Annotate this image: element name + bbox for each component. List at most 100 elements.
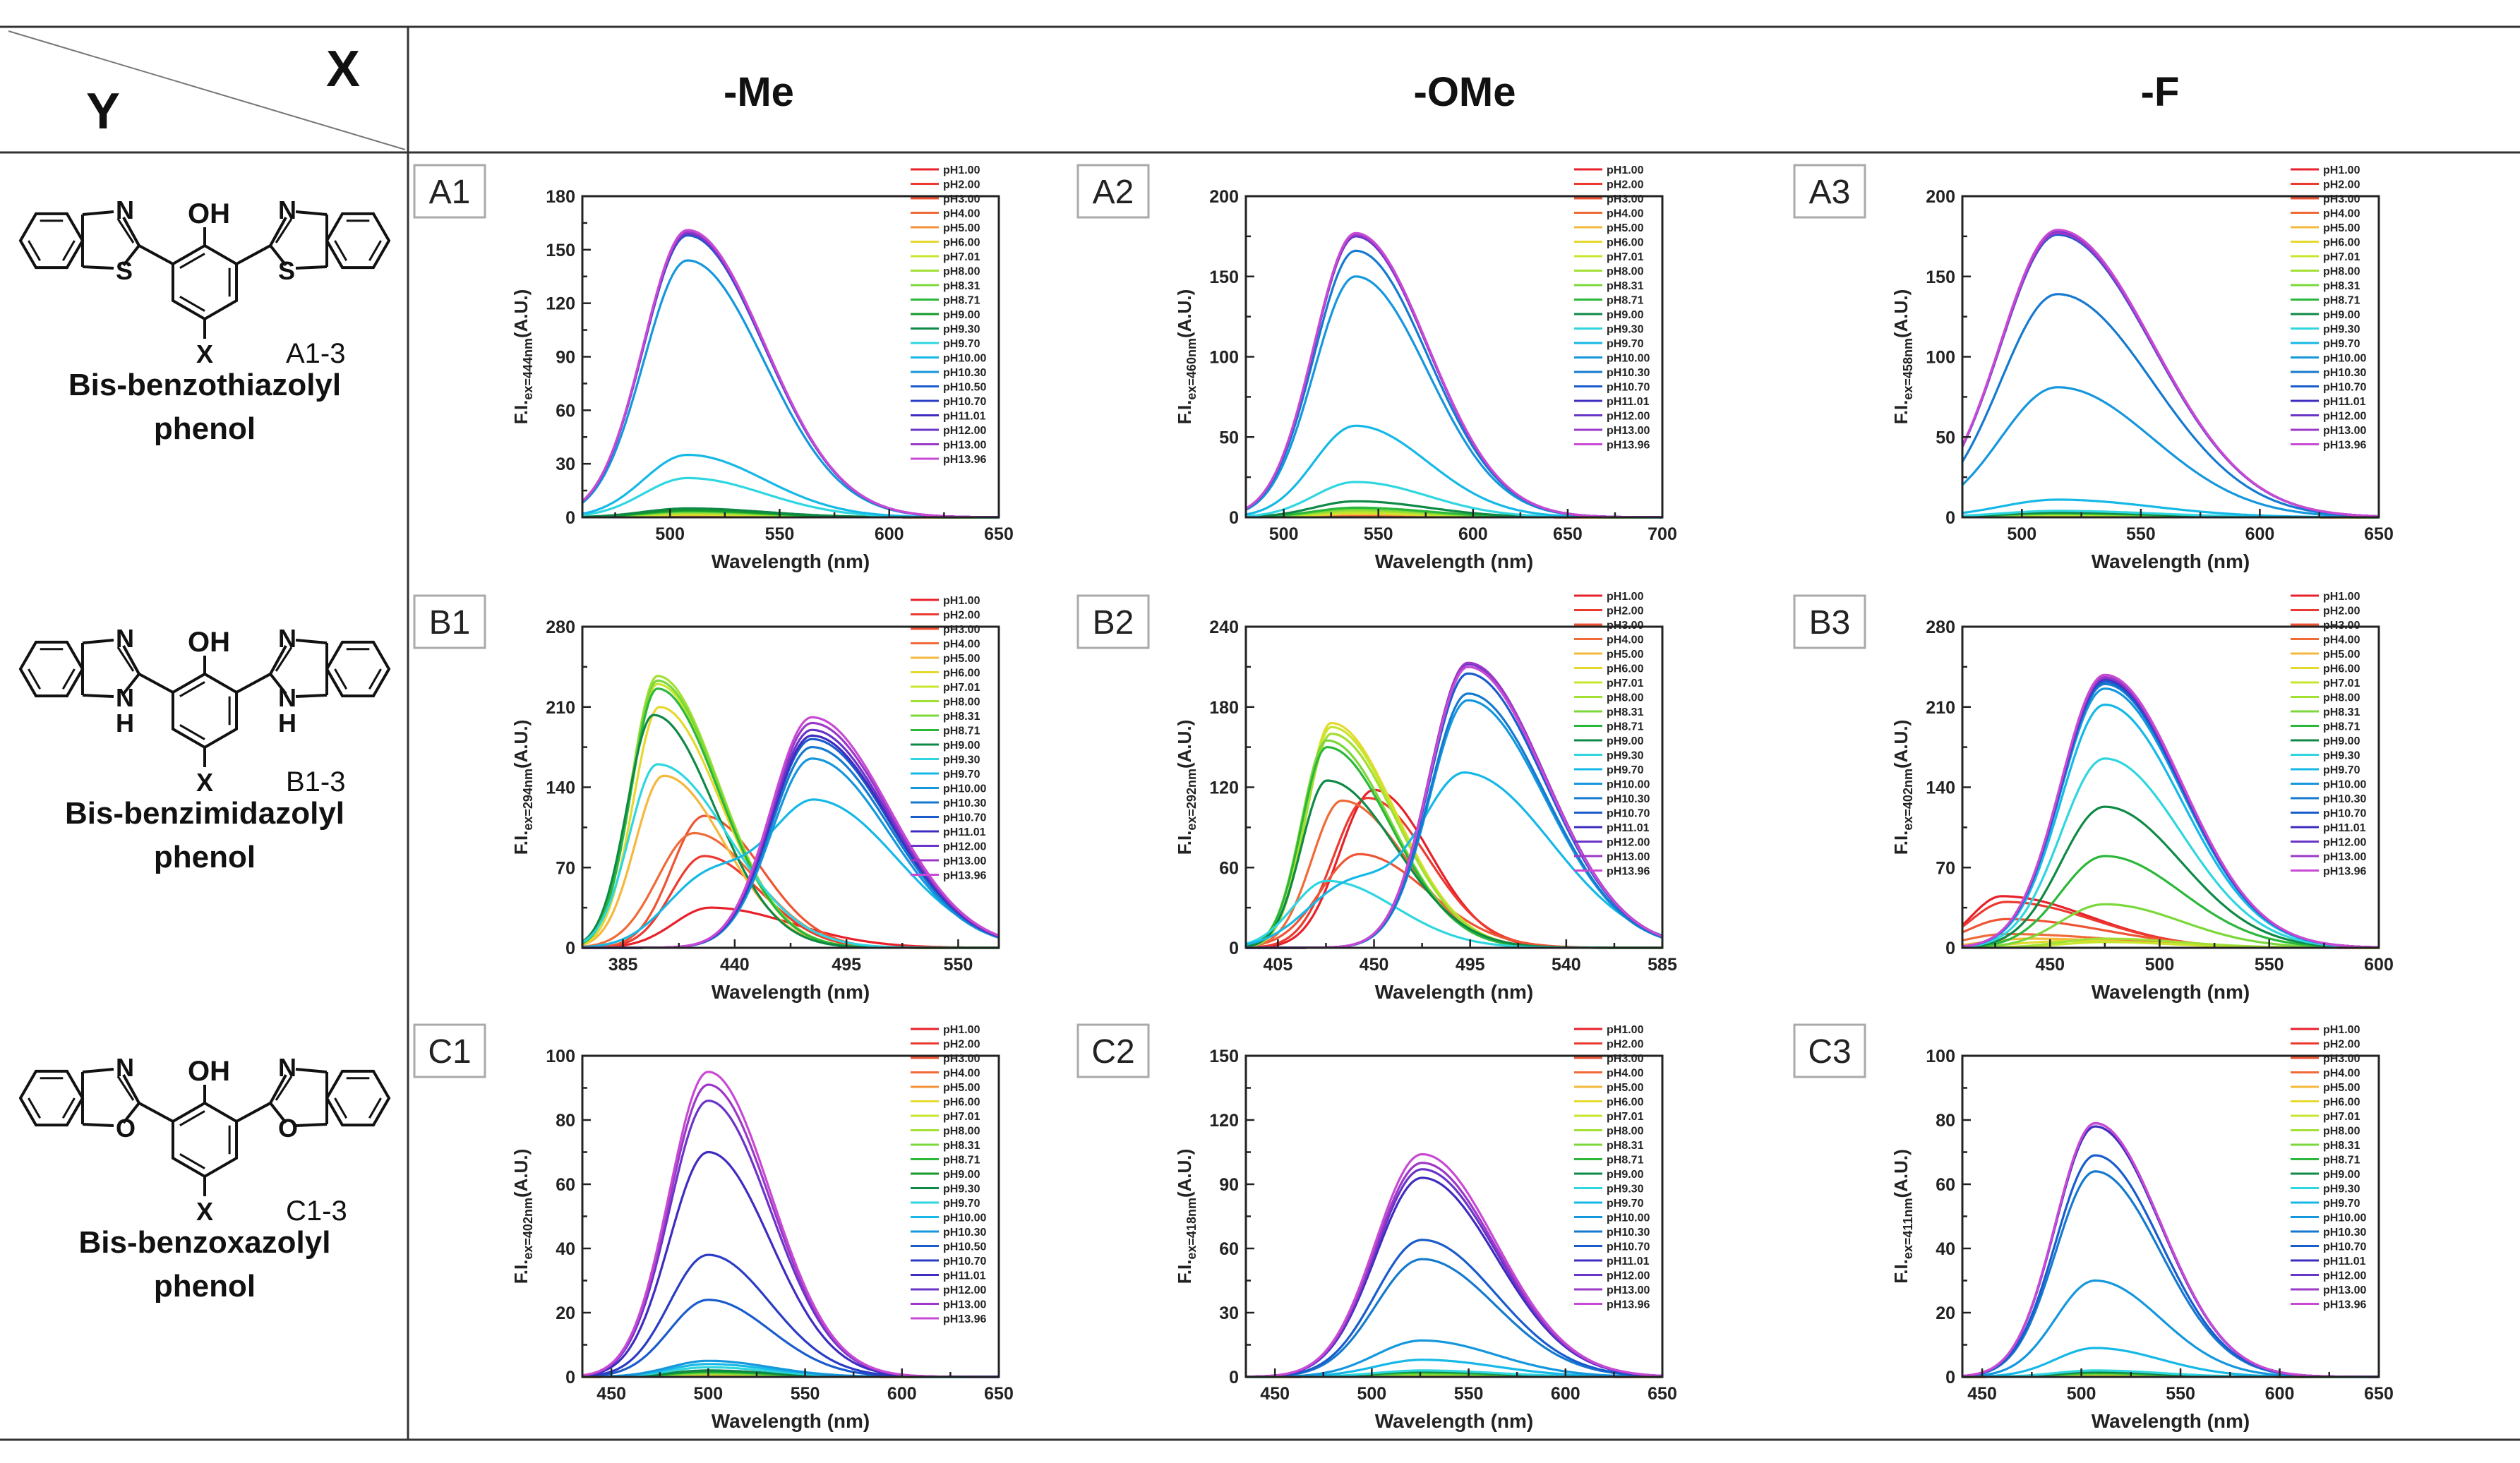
compound-name-line2: phenol (154, 411, 256, 446)
compound-id: C1-3 (286, 1196, 347, 1227)
compound-id: A1-3 (286, 338, 346, 369)
x-tick-label: 650 (984, 1384, 1014, 1404)
series-line-21 (581, 229, 999, 519)
y-axis-label-sub: ex=294nm (521, 769, 535, 831)
legend-item: pH10.70 (2323, 1241, 2366, 1253)
legend-item: pH9.30 (1607, 750, 1644, 762)
y-axis-label-sub: ex=402nm (521, 1198, 535, 1260)
legend-item: pH9.70 (943, 1198, 980, 1210)
legend-item: pH9.70 (943, 338, 980, 350)
bond-c2-n (122, 1074, 140, 1104)
y-axis-label: F.I.ex=458nm(A.U.) (1890, 289, 1915, 425)
legend-item: pH8.71 (2323, 1155, 2360, 1167)
legend-item: pH9.70 (1607, 764, 1644, 776)
legend-item: pH9.70 (1607, 1198, 1644, 1210)
legend-item: pH9.70 (2323, 1198, 2360, 1210)
panel-label: C1 (428, 1033, 471, 1071)
legend-item: pH2.00 (1607, 1039, 1644, 1051)
legend-item: pH10.30 (943, 797, 986, 809)
y-axis-label-sub: ex=444nm (521, 338, 535, 400)
structure-C1-3: OH X C1-3 N O N O Bis-benzoxazolyl phenol (18, 1053, 391, 1304)
bond-n-c (295, 639, 328, 644)
structure-A1-3: OH X A1-3 N S N S Bis-benzothiazolyl phenol (18, 195, 391, 446)
x-tick-label: 500 (694, 1384, 724, 1404)
x-label: X (196, 1197, 213, 1226)
bond-c2-n (269, 1074, 287, 1104)
legend-item: pH6.00 (2323, 1097, 2360, 1109)
y-axis-label: F.I.ex=402nm(A.U.) (1890, 720, 1915, 855)
x-tick-label: 450 (1967, 1384, 1997, 1404)
legend-item: pH10.70 (2323, 808, 2366, 820)
x-tick-label: 385 (608, 955, 638, 975)
series-line-15 (1961, 293, 2379, 518)
legend-item: pH3.00 (2323, 193, 2360, 205)
legend-item: pH8.31 (1607, 280, 1644, 292)
bond-link (138, 1102, 174, 1123)
legend-item: pH1.00 (2323, 591, 2360, 603)
bond-c2-n-double (275, 1076, 293, 1101)
bond-c2-n-double (116, 646, 135, 672)
bond-c2-het (122, 244, 140, 267)
legend-item: pH8.00 (2323, 692, 2360, 704)
benzo-double-bond (334, 240, 348, 261)
bond-c2-n (269, 217, 287, 246)
x-tick-label: 495 (832, 955, 861, 975)
legend-item: pH5.00 (1607, 222, 1644, 234)
y-axis-label: F.I.ex=402nm(A.U.) (510, 1149, 535, 1284)
legend-item: pH8.31 (943, 280, 980, 292)
legend-item: pH8.00 (1607, 1126, 1644, 1138)
y-tick-label: 50 (1219, 428, 1239, 447)
legend-item: pH5.00 (2323, 222, 2360, 234)
x-tick-label: 600 (1551, 1384, 1580, 1404)
series-line-15 (1245, 249, 1662, 519)
legend-item: pH10.00 (1607, 353, 1650, 365)
legend-item: pH5.00 (943, 653, 980, 665)
y-axis-label-tail: (A.U.) (1174, 289, 1195, 338)
legend-item: pH7.01 (943, 1111, 980, 1123)
x-tick-label: 650 (2364, 524, 2394, 544)
y-axis-label-sub: ex=411nm (1901, 1198, 1915, 1260)
chart-B3: B3 0 70 140 210 280 450 500 550 600 Wavelength (nm… (1793, 591, 2394, 1003)
y-axis-label-main: F.I. (510, 831, 532, 855)
nh-n-label: N (116, 683, 134, 712)
legend-item: pH8.31 (1607, 1140, 1644, 1152)
legend-item: pH6.00 (1607, 1097, 1644, 1109)
legend-item: pH4.00 (2323, 634, 2360, 646)
legend-item: pH4.00 (1607, 634, 1644, 646)
legend-item: pH9.30 (1607, 324, 1644, 336)
bond-link (236, 244, 271, 265)
series-line-17 (581, 232, 999, 519)
panel-label: C2 (1091, 1033, 1134, 1071)
legend-item: pH10.30 (1607, 367, 1650, 379)
chart-B2: B2 0 60 120 180 240 405 450 495 540 585 Wavelength … (1076, 591, 1677, 1003)
legend-item: pH13.00 (2323, 851, 2366, 863)
benzo-ring (325, 1069, 391, 1127)
legend-item: pH13.96 (943, 454, 986, 466)
legend-item: pH11.01 (1607, 1256, 1650, 1268)
x-tick-label: 650 (1648, 1384, 1677, 1404)
y-tick-label: 210 (546, 698, 575, 718)
panel-label: B1 (429, 604, 471, 642)
y-tick-label: 200 (1209, 187, 1239, 207)
legend-item: pH9.00 (943, 309, 980, 321)
y-tick-label: 0 (1229, 1368, 1239, 1387)
n-label: N (278, 1053, 296, 1082)
legend-item: pH5.00 (2323, 1082, 2360, 1094)
legend-item: pH7.01 (2323, 251, 2360, 263)
x-axis-label: Wavelength (nm) (712, 550, 870, 572)
legend-item: pH1.00 (943, 1024, 980, 1036)
legend: pH1.00 pH2.00 pH3.00 pH4.00 pH5.00 pH6.00 pH7.… (2291, 591, 2366, 878)
legend-item: pH9.00 (943, 740, 980, 752)
heteroatom-label: O (116, 1114, 136, 1143)
legend-item: pH2.00 (943, 179, 980, 191)
x-tick-label: 600 (2364, 955, 2394, 975)
legend-item: pH9.00 (2323, 309, 2360, 321)
compound-name-line1: Bis-benzothiazolyl (68, 368, 341, 402)
x-tick-label: 550 (791, 1384, 820, 1404)
x-tick-label: 450 (1260, 1384, 1290, 1404)
series-line-14 (1246, 1339, 1662, 1378)
legend-item: pH12.00 (2323, 1270, 2366, 1282)
series-line-20 (581, 230, 999, 519)
compound-name-line1: Bis-benzoxazolyl (79, 1225, 331, 1260)
benzo-double-bond (61, 240, 76, 261)
